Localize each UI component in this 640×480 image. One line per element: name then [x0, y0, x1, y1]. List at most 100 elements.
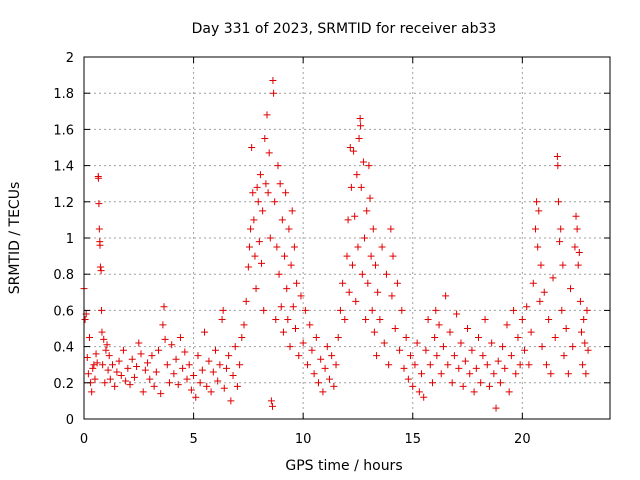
data-point [119, 346, 127, 354]
data-point [319, 388, 327, 396]
data-point [470, 388, 478, 396]
data-point [84, 370, 92, 378]
data-point [574, 261, 582, 269]
data-point [282, 189, 290, 197]
data-point [376, 315, 384, 323]
data-point [222, 364, 230, 372]
data-point [194, 352, 202, 360]
data-point [220, 384, 228, 392]
data-point [102, 346, 110, 354]
data-point [276, 180, 284, 188]
data-point [261, 134, 269, 142]
data-point [351, 212, 359, 220]
data-point [448, 379, 456, 387]
data-point [496, 379, 504, 387]
data-point [218, 315, 226, 323]
data-point [461, 357, 469, 365]
data-point [165, 379, 173, 387]
data-point [545, 315, 553, 323]
data-point [99, 361, 107, 369]
data-point [343, 252, 351, 260]
data-point [444, 361, 452, 369]
data-point [535, 207, 543, 215]
data-point [161, 335, 169, 343]
data-point [81, 315, 89, 323]
data-point [402, 334, 410, 342]
data-point [485, 382, 493, 390]
data-point [263, 111, 271, 119]
y-axis-label: SRMTID / TECUs [7, 182, 23, 295]
data-point [212, 346, 219, 354]
data-point [229, 372, 237, 380]
data-point [266, 234, 274, 242]
data-point [295, 352, 303, 360]
data-point [179, 364, 187, 372]
data-point [370, 328, 378, 336]
data-point [256, 171, 264, 179]
data-point [185, 361, 193, 369]
data-point [407, 352, 415, 360]
data-point [105, 352, 113, 360]
data-point [385, 361, 393, 369]
data-point [133, 363, 141, 371]
y-tick-label: 2 [66, 51, 74, 66]
data-point [339, 279, 347, 287]
data-point [279, 328, 287, 336]
data-point [113, 368, 121, 376]
data-point [534, 243, 542, 251]
data-point [101, 379, 109, 387]
data-point [558, 306, 566, 314]
data-point [249, 189, 257, 197]
data-point [464, 325, 472, 332]
data-point [190, 372, 198, 380]
data-point [238, 334, 246, 342]
data-point [122, 377, 130, 385]
data-point [507, 352, 515, 360]
data-point [431, 334, 439, 342]
data-point [278, 216, 286, 224]
data-point [83, 353, 91, 361]
data-point [353, 171, 361, 179]
data-point [567, 285, 575, 293]
data-point [146, 375, 154, 383]
data-point [354, 243, 362, 251]
data-point [325, 375, 333, 383]
data-point [192, 393, 200, 401]
data-point [260, 306, 268, 314]
data-point [293, 279, 301, 287]
data-point [242, 297, 250, 305]
data-point [459, 382, 467, 390]
data-point [371, 261, 379, 269]
data-point [85, 334, 93, 342]
data-point [95, 200, 103, 208]
data-point [103, 341, 111, 349]
data-point [91, 375, 99, 383]
data-point [363, 207, 371, 215]
data-point [137, 350, 145, 358]
data-point [525, 361, 533, 369]
data-point [357, 122, 365, 130]
data-point [288, 207, 296, 215]
data-point [477, 379, 485, 387]
data-point [214, 377, 222, 385]
data-point [433, 352, 441, 360]
data-point [159, 321, 167, 329]
data-point [378, 243, 386, 251]
data-point [362, 315, 370, 323]
data-point [411, 361, 419, 369]
data-point [135, 339, 143, 347]
data-point [549, 274, 557, 282]
data-point [432, 306, 440, 314]
data-point [308, 346, 316, 354]
data-point [163, 361, 171, 369]
data-point [323, 343, 331, 351]
data-point [332, 361, 340, 369]
data-point [569, 343, 577, 351]
data-point [181, 348, 189, 356]
data-point [518, 315, 526, 323]
y-axis: 0 0.2 0.4 0.6 0.8 1 1.2 1.4 1.6 1.8 2 [53, 51, 610, 428]
y-tick-label: 0.2 [53, 377, 74, 392]
data-point [560, 352, 568, 360]
data-point [139, 388, 147, 396]
